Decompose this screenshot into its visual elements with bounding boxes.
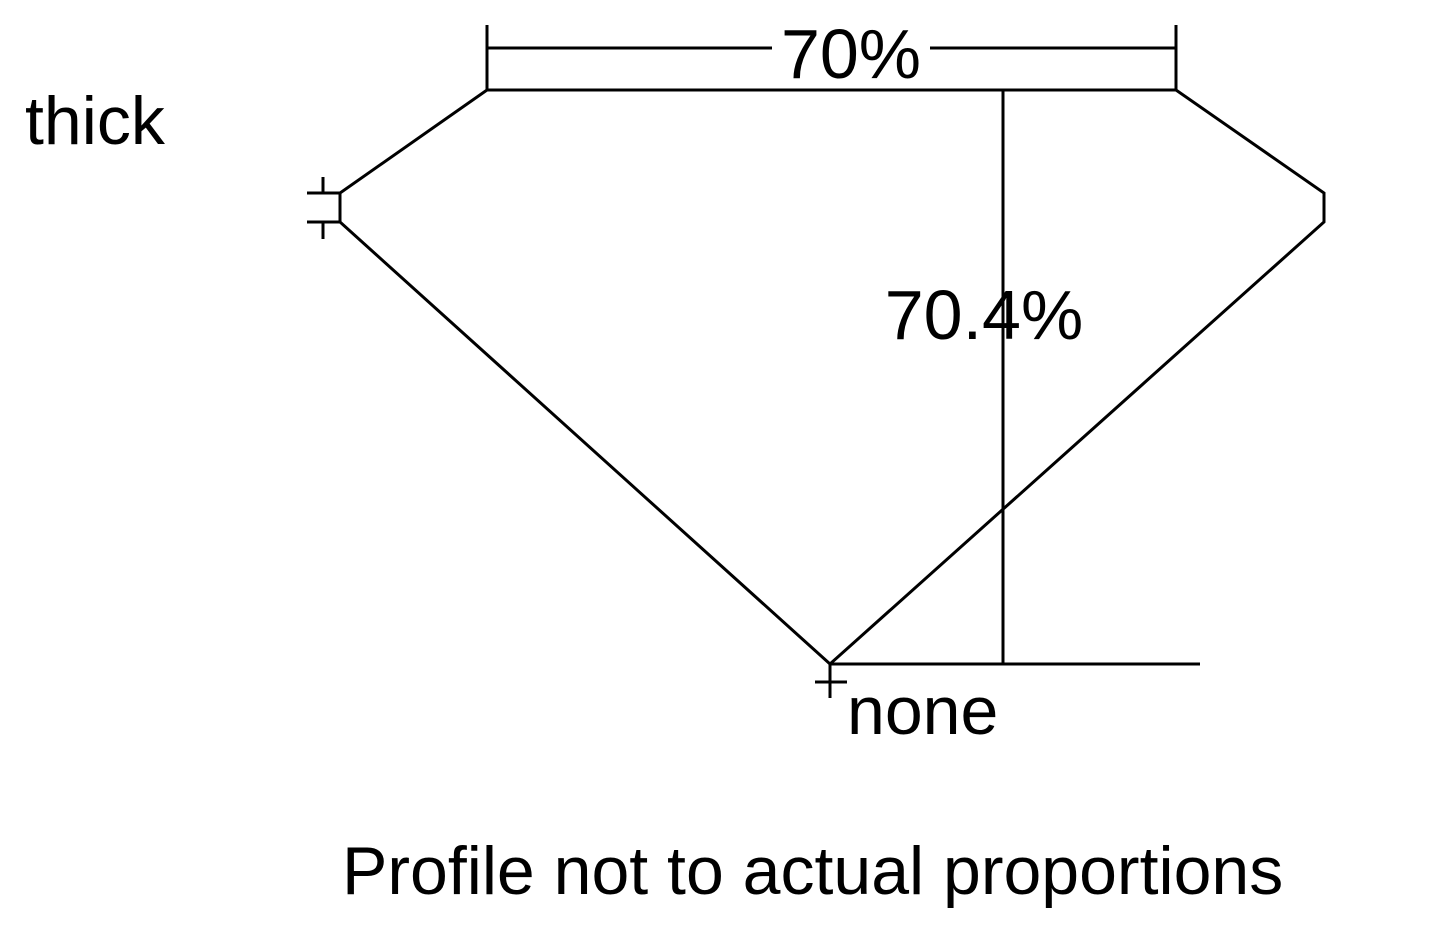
depth-dimension: [830, 90, 1200, 666]
culet-marker: [815, 664, 847, 698]
diamond-outline: [338, 88, 1326, 667]
girdle-label: thick: [25, 83, 166, 159]
girdle-marker: [307, 177, 340, 239]
table-dimension: [485, 25, 1178, 90]
table-percent-label: 70%: [781, 15, 921, 93]
caption: Profile not to actual proportions: [342, 833, 1283, 909]
depth-percent-label: 70.4%: [885, 276, 1083, 354]
culet-label: none: [847, 673, 998, 749]
